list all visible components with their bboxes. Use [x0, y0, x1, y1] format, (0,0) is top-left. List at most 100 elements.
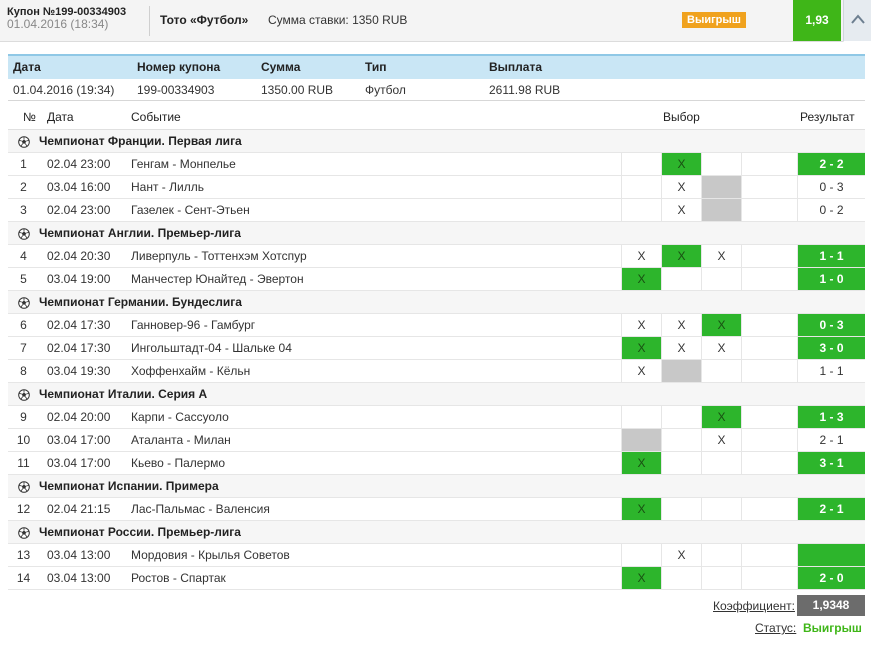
pick-cell-2 [661, 452, 701, 474]
match-event: Лас-Пальмас - Валенсия [131, 502, 270, 516]
pick-cell-3 [701, 498, 741, 520]
coupon-number: Купон №199-00334903 [7, 6, 127, 18]
coupon-header[interactable]: Купон №199-00334903 01.04.2016 (18:34) Т… [0, 0, 871, 42]
pick-cell-3 [701, 452, 741, 474]
pick-cell-4 [741, 314, 797, 336]
toto-title: Тото «Футбол» [160, 13, 249, 27]
table-row: 14 03.04 13:00 Ростов - Спартак X 2 - 0 [8, 567, 865, 590]
match-result: 2 - 1 [797, 498, 865, 520]
table-row: 10 03.04 17:00 Аталанта - Милан X 2 - 1 [8, 429, 865, 452]
pick-cell-4 [741, 176, 797, 198]
soccer-ball-icon [18, 297, 30, 312]
league-name: Чемпионат Франции. Первая лига [39, 134, 242, 148]
pick-cell-1 [621, 199, 661, 221]
pick-cell-4 [741, 245, 797, 267]
pick-cell-2 [661, 406, 701, 428]
col-date: Дата [47, 110, 74, 124]
league-name: Чемпионат Испании. Примера [39, 479, 219, 493]
pick-cell-4 [741, 452, 797, 474]
summary-header-date: Дата [13, 60, 41, 74]
match-date: 03.04 16:00 [47, 180, 111, 194]
match-date: 02.04 20:00 [47, 410, 111, 424]
summary-date: 01.04.2016 (19:34) [13, 83, 115, 97]
match-result: 3 - 0 [797, 337, 865, 359]
summary-header-sum: Сумма [261, 60, 301, 74]
match-date: 03.04 13:00 [47, 548, 111, 562]
col-choice: Выбор [663, 110, 700, 124]
pick-cell-1: X [621, 360, 661, 382]
match-num: 10 [16, 433, 31, 447]
league-row: Чемпионат Испании. Примера [8, 475, 865, 498]
summary-number: 199-00334903 [137, 83, 215, 97]
match-num: 12 [16, 502, 31, 516]
summary-header-payout: Выплата [489, 60, 543, 74]
match-result [797, 544, 865, 566]
soccer-ball-icon [18, 481, 30, 496]
pick-cell-1: X [621, 567, 661, 589]
match-event: Ингольштадт-04 - Шальке 04 [131, 341, 292, 355]
col-event: Событие [131, 110, 181, 124]
pick-cell-1: X [621, 268, 661, 290]
coefficient-label[interactable]: Коэффициент: [713, 599, 795, 613]
chevron-up-icon [851, 14, 865, 24]
pick-cell-1: X [621, 245, 661, 267]
pick-cell-4 [741, 567, 797, 589]
match-event: Хоффенхайм - Кёльн [131, 364, 251, 378]
summary-row: 01.04.2016 (19:34) 199-00334903 1350.00 … [8, 79, 865, 101]
match-date: 02.04 17:30 [47, 341, 111, 355]
league-row: Чемпионат Германии. Бундеслига [8, 291, 865, 314]
soccer-ball-icon [18, 389, 30, 404]
collapse-toggle-button[interactable] [843, 0, 871, 42]
match-result: 1 - 3 [797, 406, 865, 428]
table-row: 3 02.04 23:00 Газелек - Сент-Этьен X 0 - 2 [8, 199, 865, 222]
pick-cell-1: X [621, 452, 661, 474]
league-row: Чемпионат Англии. Премьер-лига [8, 222, 865, 245]
match-num: 1 [20, 157, 27, 171]
table-row: 5 03.04 19:00 Манчестер Юнайтед - Эвертон X… [8, 268, 865, 291]
match-event: Кьево - Палермо [131, 456, 226, 470]
pick-cell-3 [701, 544, 741, 566]
match-num: 6 [20, 318, 27, 332]
summary-type: Футбол [365, 83, 406, 97]
pick-cell-3: X [701, 429, 741, 451]
pick-cell-1 [621, 544, 661, 566]
stake-text: Сумма ставки: 1350 RUB [268, 13, 408, 27]
events-header-row: № Дата Событие Выбор Результат [8, 106, 865, 130]
pick-cell-4 [741, 360, 797, 382]
table-row: 6 02.04 17:30 Ганновер-96 - Гамбург X X X 0 - … [8, 314, 865, 337]
pick-cell-2: X [661, 153, 701, 175]
match-num: 7 [20, 341, 27, 355]
pick-cell-2 [661, 360, 701, 382]
table-row: 12 02.04 21:15 Лас-Пальмас - Валенсия X 2 - … [8, 498, 865, 521]
table-row: 13 03.04 13:00 Мордовия - Крылья Советов X [8, 544, 865, 567]
league-name: Чемпионат России. Премьер-лига [39, 525, 241, 539]
match-result: 3 - 1 [797, 452, 865, 474]
league-name: Чемпионат Италии. Серия А [39, 387, 208, 401]
match-result: 1 - 0 [797, 268, 865, 290]
table-row: 9 02.04 20:00 Карпи - Сассуоло X 1 - 3 [8, 406, 865, 429]
pick-cell-2 [661, 567, 701, 589]
match-result: 2 - 2 [797, 153, 865, 175]
match-date: 03.04 17:00 [47, 456, 111, 470]
league-name: Чемпионат Англии. Премьер-лига [39, 226, 241, 240]
pick-cell-4 [741, 199, 797, 221]
pick-cell-4 [741, 406, 797, 428]
pick-cell-3: X [701, 337, 741, 359]
status-value: Выигрыш [803, 621, 862, 635]
pick-cell-2 [661, 429, 701, 451]
pick-cell-1 [621, 429, 661, 451]
events-table: № Дата Событие Выбор Результат Чемпионат… [8, 106, 865, 590]
match-event: Аталанта - Милан [131, 433, 231, 447]
pick-cell-2 [661, 268, 701, 290]
summary-header-number: Номер купона [137, 60, 221, 74]
summary-header-row: Дата Номер купона Сумма Тип Выплата [8, 54, 865, 79]
match-num: 8 [20, 364, 27, 378]
pick-cell-3: X [701, 314, 741, 336]
pick-cell-3: X [701, 245, 741, 267]
coefficient-box: 1,93 [793, 0, 841, 41]
table-row: 11 03.04 17:00 Кьево - Палермо X 3 - 1 [8, 452, 865, 475]
status-label[interactable]: Статус: [755, 621, 797, 635]
table-row: 7 02.04 17:30 Ингольштадт-04 - Шальке 04 X X… [8, 337, 865, 360]
table-row: 1 02.04 23:00 Генгам - Монпелье X 2 - 2 [8, 153, 865, 176]
match-event: Ганновер-96 - Гамбург [131, 318, 256, 332]
